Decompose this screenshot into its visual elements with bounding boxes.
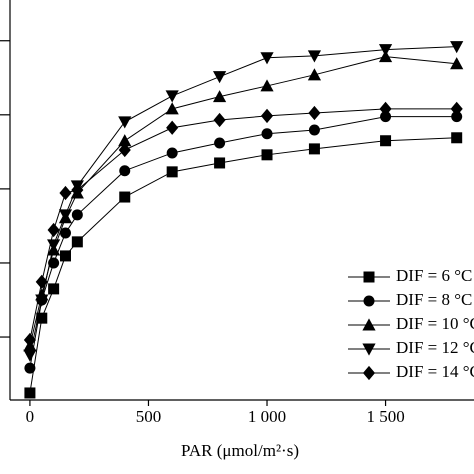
data-point <box>379 101 392 117</box>
data-point <box>380 135 392 147</box>
data-point <box>71 182 84 198</box>
data-point <box>118 142 131 158</box>
legend-marker <box>362 365 376 381</box>
data-point <box>212 90 227 103</box>
data-point <box>59 227 71 239</box>
legend-marker <box>362 343 376 356</box>
data-point <box>308 105 321 121</box>
x-tick-label: 0 <box>26 407 35 426</box>
data-point <box>24 387 36 399</box>
series-line <box>29 46 457 356</box>
data-point <box>59 250 71 262</box>
legend-label: DIF = 8 °C <box>396 290 472 309</box>
data-point <box>118 134 132 147</box>
data-point <box>308 143 320 155</box>
data-point <box>119 191 131 203</box>
data-point <box>166 120 179 135</box>
data-point <box>261 128 273 140</box>
legend-marker <box>363 271 375 283</box>
data-point <box>378 44 393 57</box>
data-point <box>380 111 392 123</box>
x-tick-label: 1 500 <box>366 407 404 426</box>
data-point <box>308 124 320 136</box>
data-point <box>166 166 178 178</box>
data-point <box>165 102 179 115</box>
data-point <box>119 165 131 177</box>
data-point <box>213 112 226 128</box>
data-point <box>23 332 36 348</box>
data-point <box>35 274 48 290</box>
data-point <box>261 149 273 161</box>
data-point <box>260 108 274 124</box>
data-point <box>214 137 226 149</box>
data-point <box>450 57 464 70</box>
data-point <box>71 236 83 248</box>
data-point <box>307 50 322 63</box>
data-point <box>307 68 322 81</box>
legend-label: DIF = 10 °C <box>396 314 474 333</box>
series-line <box>29 116 457 369</box>
data-point <box>165 90 179 103</box>
data-point <box>451 132 463 144</box>
legend-label: DIF = 14 °C <box>396 362 474 381</box>
data-point <box>58 209 73 222</box>
legend-marker <box>363 295 375 307</box>
x-tick-label: 1 000 <box>248 407 286 426</box>
data-point <box>48 283 60 295</box>
data-point <box>23 349 37 362</box>
x-axis-label: PAR (μmol/m²·s) <box>181 441 299 460</box>
data-point <box>260 52 274 65</box>
data-point <box>36 312 48 324</box>
legend-label: DIF = 12 °C <box>396 338 474 357</box>
data-point <box>47 222 60 238</box>
legend-marker <box>362 318 376 331</box>
data-point <box>59 185 72 201</box>
data-point <box>451 111 463 123</box>
series-line <box>29 56 457 347</box>
series-line <box>29 108 457 341</box>
data-point <box>450 41 464 54</box>
data-point <box>118 116 132 129</box>
x-tick-label: 500 <box>136 407 162 426</box>
data-point <box>214 157 226 169</box>
data-point <box>24 362 36 374</box>
data-point <box>450 101 463 117</box>
data-point <box>166 147 178 159</box>
legend-label: DIF = 6 °C <box>396 266 472 285</box>
data-point <box>260 79 274 92</box>
data-point <box>71 209 83 221</box>
data-point <box>212 71 227 84</box>
